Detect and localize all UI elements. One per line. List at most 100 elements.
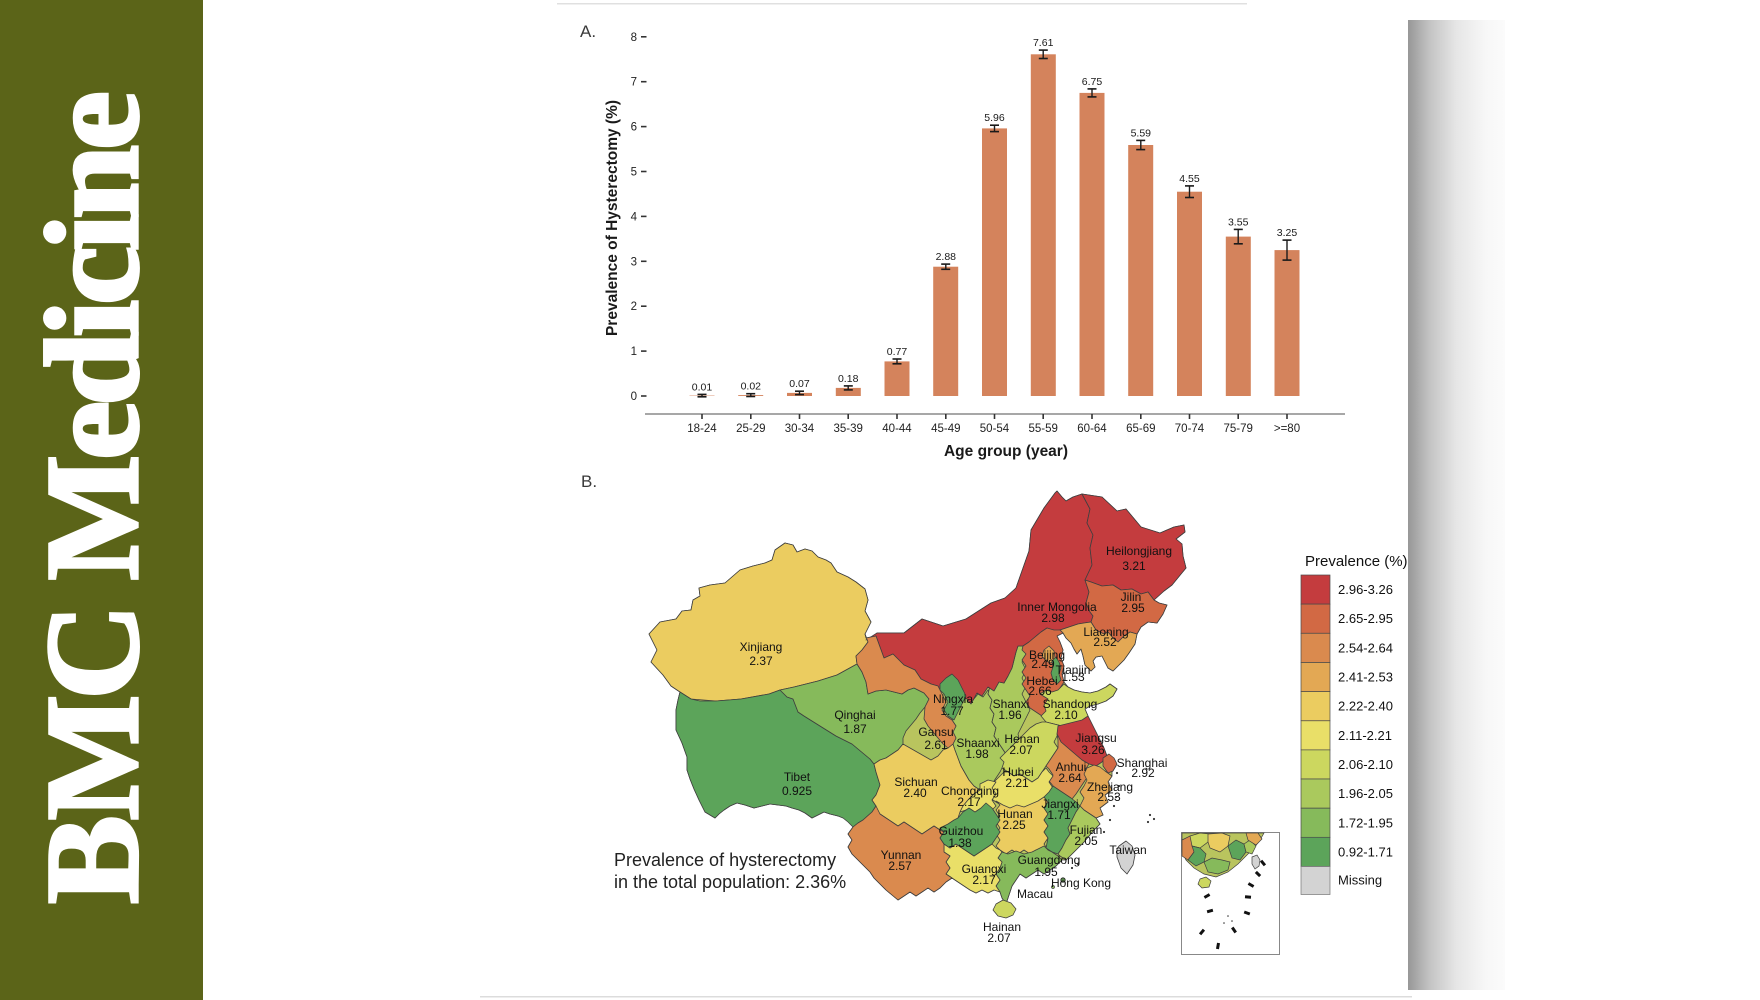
svg-text:Shandong: Shandong bbox=[1043, 697, 1098, 711]
svg-text:3.21: 3.21 bbox=[1122, 559, 1146, 573]
svg-text:2.95: 2.95 bbox=[1121, 601, 1145, 615]
svg-text:0.925: 0.925 bbox=[782, 784, 812, 798]
svg-text:Anhui: Anhui bbox=[1056, 760, 1087, 774]
svg-text:18-24: 18-24 bbox=[687, 423, 717, 435]
svg-text:Xinjiang: Xinjiang bbox=[740, 640, 783, 654]
svg-text:0.01: 0.01 bbox=[692, 381, 713, 393]
svg-text:1.77: 1.77 bbox=[940, 704, 964, 718]
svg-text:2.88: 2.88 bbox=[936, 251, 957, 263]
svg-text:25-29: 25-29 bbox=[736, 423, 765, 435]
svg-text:40-44: 40-44 bbox=[882, 423, 912, 435]
svg-text:2.53: 2.53 bbox=[1097, 790, 1121, 804]
svg-text:0: 0 bbox=[631, 391, 637, 403]
svg-text:2.57: 2.57 bbox=[888, 859, 912, 873]
svg-text:Hainan: Hainan bbox=[983, 920, 1021, 934]
svg-text:1.71: 1.71 bbox=[1047, 808, 1071, 822]
svg-text:75-79: 75-79 bbox=[1223, 423, 1252, 435]
svg-text:2.07: 2.07 bbox=[1009, 743, 1033, 757]
svg-text:2.17: 2.17 bbox=[957, 795, 981, 809]
svg-text:7.61: 7.61 bbox=[1033, 37, 1054, 49]
svg-text:Chongqing: Chongqing bbox=[941, 784, 999, 798]
svg-text:Zhejiang: Zhejiang bbox=[1087, 780, 1133, 794]
svg-text:Ningxia: Ningxia bbox=[933, 692, 973, 706]
svg-text:1.96-2.05: 1.96-2.05 bbox=[1338, 786, 1393, 801]
svg-text:Sichuan: Sichuan bbox=[894, 775, 937, 789]
svg-text:2.07: 2.07 bbox=[987, 931, 1011, 945]
svg-text:2.66: 2.66 bbox=[1028, 684, 1052, 698]
svg-text:Hong Kong: Hong Kong bbox=[1051, 876, 1111, 890]
svg-text:5.59: 5.59 bbox=[1131, 127, 1152, 139]
svg-text:Hunan: Hunan bbox=[997, 807, 1032, 821]
svg-text:55-59: 55-59 bbox=[1028, 423, 1057, 435]
svg-text:3.55: 3.55 bbox=[1228, 216, 1249, 228]
svg-text:Beijing: Beijing bbox=[1029, 648, 1065, 662]
svg-text:2.96-3.26: 2.96-3.26 bbox=[1338, 582, 1393, 597]
svg-text:2.25: 2.25 bbox=[1002, 818, 1026, 832]
svg-text:2.98: 2.98 bbox=[1041, 611, 1065, 625]
svg-text:Shanghai: Shanghai bbox=[1117, 756, 1168, 770]
svg-text:Tianjin: Tianjin bbox=[1056, 663, 1091, 677]
svg-text:1.95: 1.95 bbox=[1034, 865, 1058, 879]
svg-text:0.07: 0.07 bbox=[789, 378, 810, 390]
svg-text:Guangdong: Guangdong bbox=[1018, 853, 1081, 867]
svg-text:Heilongjiang: Heilongjiang bbox=[1106, 544, 1172, 558]
svg-text:45-49: 45-49 bbox=[931, 423, 960, 435]
svg-text:3.26: 3.26 bbox=[1081, 743, 1105, 757]
svg-text:Taiwan: Taiwan bbox=[1109, 843, 1146, 857]
svg-text:1.53: 1.53 bbox=[1061, 670, 1085, 684]
svg-text:A.: A. bbox=[580, 22, 596, 41]
svg-text:2.64: 2.64 bbox=[1058, 771, 1082, 785]
svg-text:Shanxi: Shanxi bbox=[993, 697, 1030, 711]
svg-text:2: 2 bbox=[631, 301, 637, 313]
svg-text:Henan: Henan bbox=[1004, 732, 1039, 746]
svg-text:2.21: 2.21 bbox=[1005, 776, 1029, 790]
svg-text:Inner Mongolia: Inner Mongolia bbox=[1017, 600, 1097, 614]
svg-text:2.10: 2.10 bbox=[1054, 708, 1078, 722]
svg-text:Hebei: Hebei bbox=[1026, 674, 1057, 688]
svg-text:7: 7 bbox=[631, 77, 637, 89]
svg-text:2.49: 2.49 bbox=[1031, 657, 1055, 671]
svg-text:Prevalence (%): Prevalence (%) bbox=[1305, 553, 1408, 570]
svg-text:Shaanxi: Shaanxi bbox=[956, 736, 999, 750]
svg-text:>=80: >=80 bbox=[1274, 423, 1300, 435]
svg-text:BMC Medicine: BMC Medicine bbox=[18, 94, 166, 904]
svg-text:1.96: 1.96 bbox=[998, 708, 1022, 722]
svg-text:Prevalence of hysterectomy: Prevalence of hysterectomy bbox=[614, 850, 836, 870]
svg-text:4: 4 bbox=[631, 211, 638, 223]
svg-text:1.38: 1.38 bbox=[948, 836, 972, 850]
svg-text:1.87: 1.87 bbox=[843, 722, 867, 736]
svg-text:3: 3 bbox=[631, 256, 637, 268]
svg-text:2.37: 2.37 bbox=[749, 654, 773, 668]
svg-text:30-34: 30-34 bbox=[785, 423, 815, 435]
svg-text:Prevalence of Hysterectomy (%): Prevalence of Hysterectomy (%) bbox=[604, 100, 621, 336]
svg-text:5: 5 bbox=[631, 167, 637, 179]
svg-text:Guangxi: Guangxi bbox=[962, 862, 1007, 876]
svg-text:1: 1 bbox=[631, 346, 637, 358]
svg-text:0.18: 0.18 bbox=[838, 373, 859, 385]
svg-text:B.: B. bbox=[581, 472, 597, 491]
svg-text:0.92-1.71: 0.92-1.71 bbox=[1338, 844, 1393, 859]
svg-text:2.17: 2.17 bbox=[972, 873, 996, 887]
svg-text:6.75: 6.75 bbox=[1082, 76, 1103, 88]
svg-text:60-64: 60-64 bbox=[1077, 423, 1107, 435]
svg-text:0.02: 0.02 bbox=[741, 381, 762, 393]
svg-text:Jilin: Jilin bbox=[1121, 590, 1142, 604]
svg-text:Missing: Missing bbox=[1338, 873, 1382, 888]
svg-text:Liaoning: Liaoning bbox=[1083, 625, 1128, 639]
svg-text:2.40: 2.40 bbox=[903, 786, 927, 800]
svg-text:6: 6 bbox=[631, 122, 637, 134]
svg-text:8: 8 bbox=[631, 32, 637, 44]
svg-text:35-39: 35-39 bbox=[833, 423, 862, 435]
svg-text:50-54: 50-54 bbox=[980, 423, 1010, 435]
svg-text:in the total population: 2.36%: in the total population: 2.36% bbox=[614, 872, 846, 892]
svg-text:Jiangsu: Jiangsu bbox=[1075, 731, 1116, 745]
svg-text:1.72-1.95: 1.72-1.95 bbox=[1338, 815, 1393, 830]
svg-text:Gansu: Gansu bbox=[918, 725, 953, 739]
svg-text:2.41-2.53: 2.41-2.53 bbox=[1338, 670, 1393, 685]
svg-text:Fujian: Fujian bbox=[1070, 823, 1103, 837]
svg-text:2.22-2.40: 2.22-2.40 bbox=[1338, 699, 1393, 714]
svg-text:2.92: 2.92 bbox=[1131, 766, 1155, 780]
svg-text:2.61: 2.61 bbox=[924, 738, 948, 752]
svg-text:2.54-2.64: 2.54-2.64 bbox=[1338, 640, 1393, 655]
svg-text:5.96: 5.96 bbox=[984, 112, 1005, 124]
